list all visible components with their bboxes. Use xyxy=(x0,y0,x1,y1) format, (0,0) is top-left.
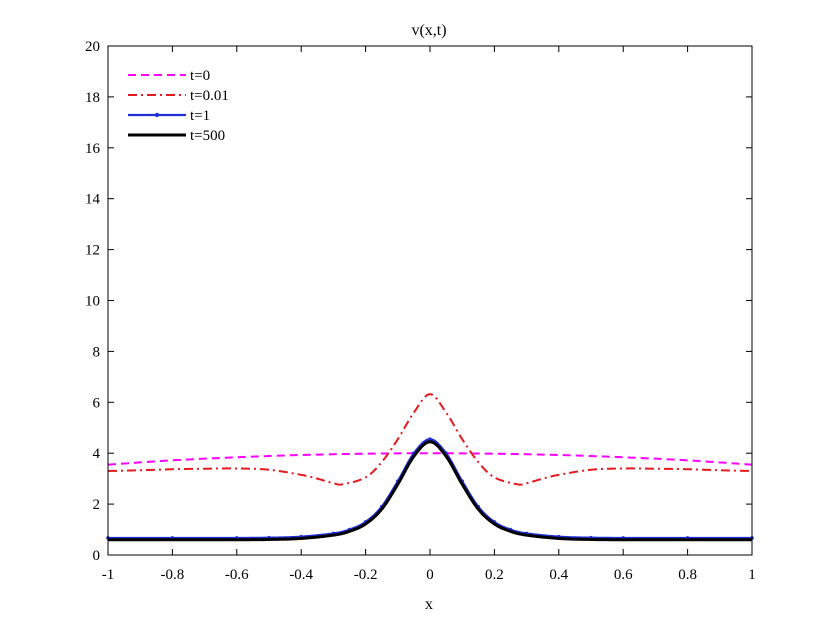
axes-layer: -1 -0.8 -0.6 -0.4 -0.2 0 0.2 0.4 0.6 0.8 102468101… xyxy=(85,39,756,583)
x-axis-label: x xyxy=(425,596,433,613)
y-tick-label: 16 xyxy=(85,141,101,157)
x-tick-label: 0.4 xyxy=(549,567,568,583)
legend-label: t=0.01 xyxy=(190,88,229,104)
chart-title: v(x,t) xyxy=(411,22,446,39)
legend-label: t=500 xyxy=(190,128,225,144)
y-tick-label: 4 xyxy=(93,446,101,462)
series-line-t=0.01 xyxy=(107,393,753,486)
legend: t=0 t=0.01 t=1 t=500 xyxy=(128,68,229,144)
x-tick-label: 0.8 xyxy=(678,567,697,583)
legend-label: t=0 xyxy=(190,68,210,84)
x-tick-label: 0 xyxy=(426,567,434,583)
y-tick-label: 8 xyxy=(93,344,101,360)
legend-label: t=1 xyxy=(190,108,210,124)
series-layer xyxy=(106,393,754,542)
y-tick-label: 20 xyxy=(85,39,100,55)
x-tick-label: -0.4 xyxy=(289,567,313,583)
y-tick-label: 12 xyxy=(85,243,100,259)
x-tick-label: -0.2 xyxy=(354,567,378,583)
series-line-t=1 xyxy=(108,438,752,540)
series-point-t=1 xyxy=(428,437,432,442)
y-tick-label: 6 xyxy=(93,395,101,411)
series-line-t=500 xyxy=(108,440,752,542)
x-tick-label: 0.6 xyxy=(614,567,633,583)
y-tick-label: 2 xyxy=(93,497,101,513)
y-tick-label: 14 xyxy=(85,192,101,208)
x-tick-label: -1 xyxy=(102,567,115,583)
x-tick-label: 1 xyxy=(748,567,756,583)
x-tick-label: -0.6 xyxy=(225,567,249,583)
x-tick-label: -0.8 xyxy=(161,567,185,583)
legend-marker-t=1 xyxy=(154,112,160,118)
x-tick-label: 0.2 xyxy=(485,567,504,583)
series-line-t=0 xyxy=(107,452,753,466)
y-tick-label: 18 xyxy=(85,90,100,106)
y-tick-label: 10 xyxy=(85,294,100,310)
y-tick-label: 0 xyxy=(93,548,101,564)
